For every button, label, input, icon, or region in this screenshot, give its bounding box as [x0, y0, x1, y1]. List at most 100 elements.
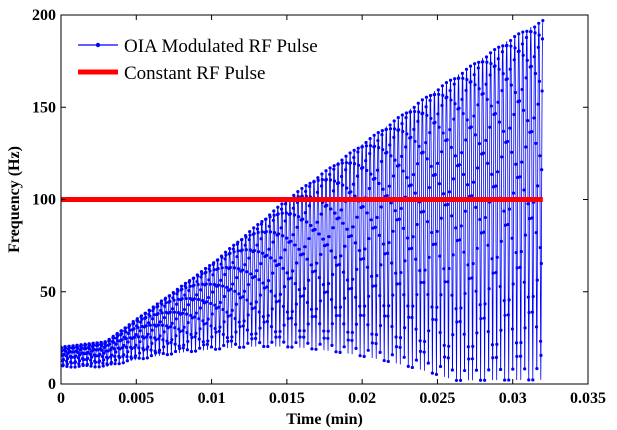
series-oia-point: [537, 21, 541, 25]
legend-oia-label: OIA Modulated RF Pulse: [124, 36, 318, 57]
series-oia-point: [220, 266, 224, 270]
series-oia-point: [291, 206, 295, 210]
series-oia-point: [205, 321, 209, 325]
series-oia-point: [349, 286, 354, 291]
series-oia-point: [69, 361, 73, 365]
series-oia-point: [232, 250, 236, 254]
series-oia-point: [296, 215, 301, 219]
series-oia-point: [125, 359, 129, 363]
series-oia-point: [508, 126, 512, 130]
series-oia-point: [433, 92, 437, 97]
series-oia-point: [100, 343, 104, 348]
series-oia-point: [412, 127, 416, 132]
series-oia-point: [170, 321, 174, 325]
series-oia-point: [423, 268, 427, 272]
series-oia-point: [378, 294, 382, 298]
series-oia-point: [73, 360, 78, 364]
series-oia-point: [358, 304, 362, 308]
series-oia-point: [269, 256, 273, 260]
series-oia-point: [229, 287, 233, 291]
series-oia-point: [194, 331, 198, 335]
series-oia-point: [234, 330, 238, 334]
series-oia-point: [256, 250, 261, 254]
series-oia-point: [162, 315, 167, 320]
series-oia-point: [135, 317, 139, 321]
series-oia-point: [228, 251, 232, 255]
series-oia-point: [90, 355, 94, 359]
series-oia-point: [469, 125, 473, 129]
series-oia-point: [139, 314, 144, 318]
series-oia-point: [425, 113, 429, 118]
series-oia-point: [158, 320, 162, 324]
series-oia-point: [440, 84, 444, 88]
series-oia-point: [407, 315, 411, 319]
series-oia-point: [414, 358, 419, 362]
series-oia-point: [318, 322, 322, 326]
series-oia-point: [470, 276, 474, 280]
series-oia-point: [238, 345, 242, 349]
series-oia-point: [219, 278, 223, 282]
series-oia-point: [352, 148, 356, 152]
series-oia-point: [180, 311, 185, 315]
series-oia-point: [265, 285, 269, 289]
series-oia-point: [148, 314, 152, 318]
series-oia-point: [449, 98, 453, 102]
series-oia-point: [441, 93, 445, 97]
series-oia-point: [92, 343, 96, 347]
series-oia-point: [524, 35, 529, 40]
series-oia-point: [123, 326, 128, 330]
series-oia-point: [507, 378, 511, 382]
series-oia-point: [229, 339, 234, 343]
series-oia-point: [535, 278, 539, 282]
series-oia-point: [120, 338, 124, 342]
series-oia-point: [258, 293, 262, 297]
series-oia-point: [271, 271, 275, 275]
series-oia-point: [402, 293, 406, 297]
series-oia-point: [242, 289, 247, 293]
series-oia-point: [314, 347, 318, 351]
series-oia-point: [186, 303, 191, 307]
series-oia-point: [340, 161, 344, 165]
series-oia-point: [136, 319, 140, 323]
series-oia-point: [127, 324, 132, 328]
series-oia-point: [423, 339, 427, 344]
series-oia-point: [181, 329, 185, 333]
series-oia-point: [427, 255, 431, 260]
series-oia-point: [477, 60, 481, 64]
series-oia-point: [208, 282, 212, 286]
series-oia-point: [532, 55, 536, 59]
series-oia-point: [307, 204, 311, 208]
series-oia-point: [499, 328, 503, 332]
series-oia-point: [78, 353, 82, 357]
series-oia-point: [265, 319, 270, 324]
series-oia-point: [327, 281, 331, 286]
series-oia-point: [374, 284, 378, 288]
series-oia-point: [391, 229, 395, 233]
series-oia-point: [497, 120, 502, 124]
series-oia-point: [380, 159, 384, 164]
series-oia-point: [161, 351, 165, 356]
series-oia-point: [97, 365, 101, 369]
series-oia-point: [451, 253, 455, 257]
series-oia-point: [478, 378, 483, 382]
series-oia-point: [189, 349, 194, 354]
series-oia-point: [266, 279, 271, 283]
series-oia-point: [538, 246, 542, 250]
series-oia-point: [396, 115, 400, 120]
series-oia-point: [404, 115, 408, 120]
series-oia-point: [421, 111, 425, 115]
series-oia-point: [282, 285, 287, 289]
series-oia-point: [493, 112, 497, 116]
series-oia-point: [199, 275, 203, 279]
series-oia-point: [160, 311, 164, 315]
series-oia-point: [408, 110, 413, 114]
series-oia-point: [400, 113, 404, 117]
x-tick-label: 0.02: [348, 390, 376, 407]
series-oia-point: [162, 330, 166, 334]
series-oia-point: [277, 262, 281, 266]
series-oia-point: [404, 145, 408, 149]
series-oia-point: [402, 355, 406, 359]
series-oia-point: [289, 239, 293, 243]
series-oia-point: [66, 356, 70, 361]
series-oia-point: [496, 100, 500, 104]
